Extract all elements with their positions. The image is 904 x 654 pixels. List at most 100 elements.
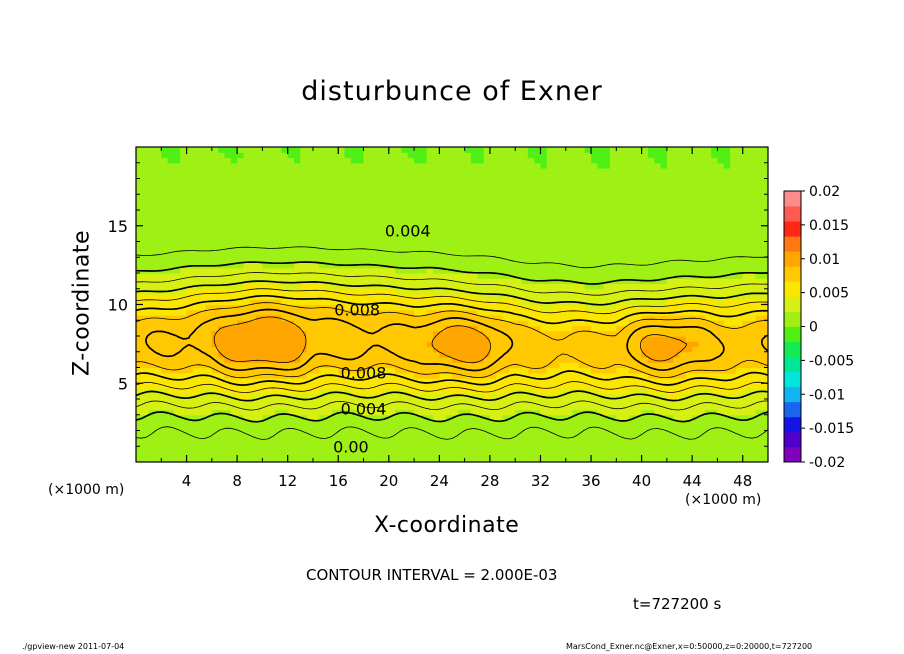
contour-cell [199, 241, 207, 248]
contour-cell [148, 162, 156, 169]
contour-cell [641, 441, 649, 447]
contour-cell [407, 267, 415, 274]
contour-cell [192, 252, 200, 258]
contour-cell [401, 283, 409, 290]
contour-cell [572, 425, 579, 432]
contour-cell [161, 414, 169, 421]
contour-cell [464, 152, 472, 159]
contour-cell [610, 378, 617, 384]
contour-cell [249, 320, 257, 327]
contour-cell [142, 194, 150, 201]
contour-cell [243, 325, 251, 332]
contour-cell [154, 378, 162, 384]
contour-cell [540, 315, 548, 321]
contour-cell [148, 210, 156, 216]
contour-cell [294, 178, 301, 185]
contour-cell [376, 189, 384, 195]
contour-cell [477, 267, 485, 274]
contour-cell [540, 304, 548, 311]
contour-cell [218, 157, 226, 164]
contour-cell [154, 152, 162, 159]
contour-cell [142, 157, 150, 164]
contour-cell [477, 241, 485, 248]
contour-cell [470, 456, 478, 462]
contour-cell [395, 168, 403, 174]
contour-cell [622, 325, 630, 332]
contour-cell [553, 351, 561, 358]
contour-cell [180, 351, 188, 358]
contour-cell [161, 341, 169, 348]
contour-cell [610, 241, 617, 248]
contour-cell [281, 357, 289, 363]
contour-cell [616, 273, 624, 279]
contour-cell [508, 299, 516, 306]
contour-cell [142, 346, 150, 353]
contour-cell [312, 246, 320, 253]
contour-cell [205, 257, 213, 264]
contour-cell [167, 304, 175, 311]
contour-cell [249, 267, 257, 274]
contour-cell [470, 199, 478, 206]
contour-cell [489, 441, 497, 447]
contour-cell [534, 262, 542, 269]
contour-cell [654, 446, 662, 453]
contour-cell [591, 288, 598, 295]
contour-cell [192, 320, 200, 327]
contour-cell [470, 262, 478, 269]
contour-cell [331, 446, 339, 453]
contour-cell [142, 362, 150, 369]
contour-cell [167, 409, 175, 416]
contour-cell [628, 231, 636, 237]
contour-cell [603, 173, 611, 180]
contour-cell [508, 420, 516, 426]
contour-cell [445, 162, 453, 169]
contour-cell [136, 388, 143, 395]
contour-cell [496, 383, 504, 390]
contour-cell [407, 162, 415, 169]
contour-cell [477, 299, 485, 306]
contour-cell [268, 162, 276, 169]
contour-cell [376, 362, 384, 369]
contour-cell [458, 199, 466, 206]
contour-cell [319, 383, 327, 390]
contour-cell [433, 231, 440, 237]
contour-cell [376, 162, 384, 169]
contour-cell [154, 162, 162, 169]
contour-cell [382, 173, 390, 180]
contour-cell [559, 152, 567, 159]
contour-cell [363, 409, 371, 416]
contour-cell [300, 162, 308, 169]
contour-cell [287, 441, 295, 447]
contour-cell [458, 273, 466, 279]
contour-cell [433, 189, 440, 195]
contour-cell [502, 399, 510, 405]
contour-cell [452, 404, 459, 411]
contour-cell [502, 262, 510, 269]
contour-cell [597, 215, 605, 222]
contour-cell [616, 341, 624, 348]
contour-cell [458, 183, 466, 190]
contour-cell [350, 173, 358, 180]
contour-cell [464, 325, 472, 332]
contour-cell [654, 157, 662, 164]
contour-cell [363, 294, 371, 300]
contour-cell [515, 325, 523, 332]
contour-cell [180, 278, 188, 285]
contour-cell [154, 147, 162, 153]
contour-cell [477, 435, 485, 442]
contour-cell [376, 220, 384, 227]
contour-cell [508, 393, 516, 400]
contour-cell [452, 194, 459, 201]
contour-cell [180, 152, 188, 159]
contour-cell [628, 299, 636, 306]
contour-cell [262, 183, 270, 190]
contour-cell [616, 246, 624, 253]
contour-cell [654, 336, 662, 342]
contour-cell [167, 215, 175, 222]
contour-cell [654, 378, 662, 384]
contour-cell [407, 362, 415, 369]
contour-cell [224, 404, 232, 411]
contour-cell [211, 252, 219, 258]
contour-cell [610, 189, 617, 195]
contour-cell [502, 288, 510, 295]
